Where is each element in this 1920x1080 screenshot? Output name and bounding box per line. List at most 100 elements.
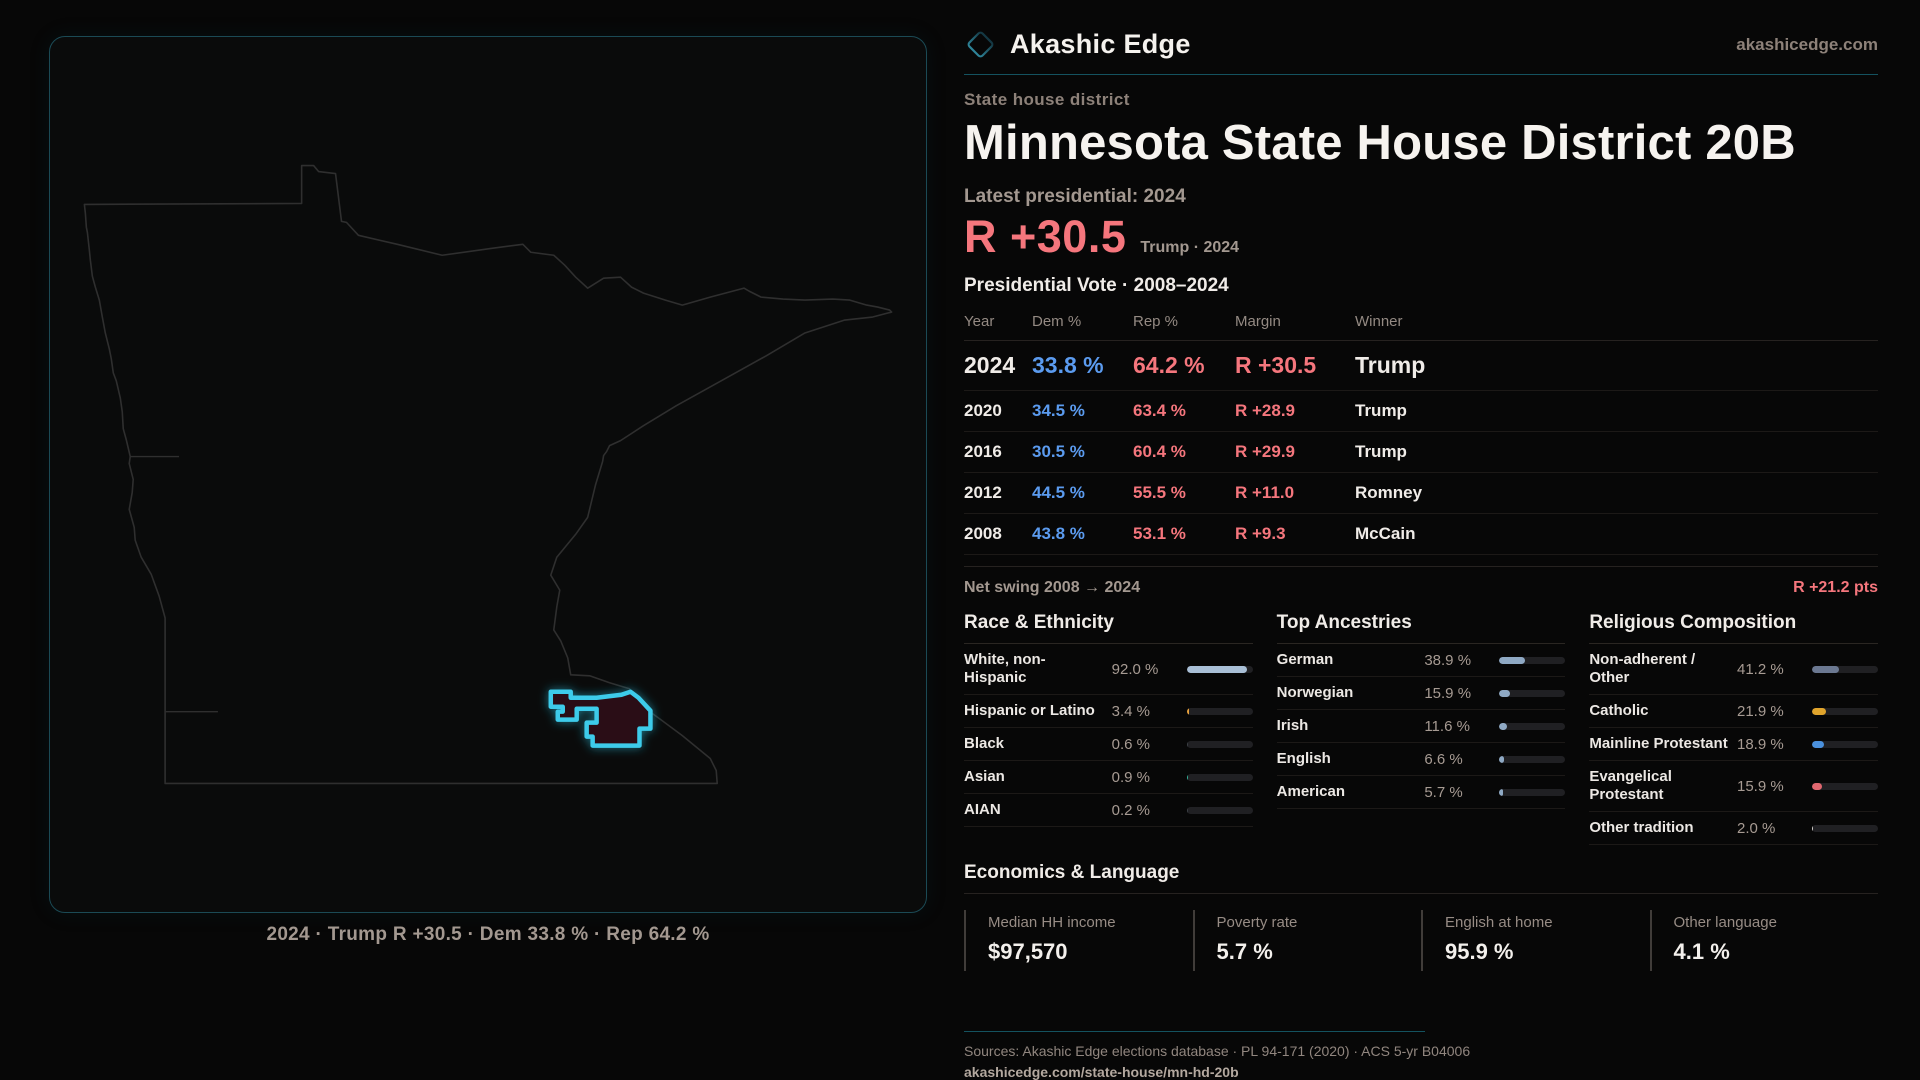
- dem-cell: 33.8 %: [1032, 352, 1104, 378]
- item-label: Evangelical Protestant: [1589, 768, 1672, 803]
- margin-cell: R +9.3: [1235, 524, 1286, 543]
- list-item: Norwegian 15.9 %: [1276, 677, 1566, 710]
- stat-label: Other language: [1673, 914, 1777, 931]
- table-row: 2008 43.8 % 53.1 % R +9.3 McCain: [964, 514, 1878, 555]
- dem-cell: 43.8 %: [1032, 524, 1085, 543]
- bar-track: [1499, 788, 1566, 796]
- bar-track: [1186, 707, 1253, 715]
- report-url-link[interactable]: akashicedge.com/state-house/mn-hd-20b: [964, 1064, 1239, 1080]
- stat-poverty-rate: Poverty rate 5.7 %: [1192, 910, 1422, 971]
- margin-cell: R +28.9: [1235, 401, 1296, 420]
- stat-label: English at home: [1445, 914, 1553, 931]
- item-label: Catholic: [1589, 702, 1649, 719]
- item-value: 5.7 %: [1424, 783, 1463, 801]
- bar-fill: [1499, 656, 1525, 664]
- margin-cell: R +11.0: [1235, 483, 1295, 502]
- stat-english-at-home: English at home 95.9 %: [1421, 910, 1650, 971]
- net-swing-label: Net swing 2008 → 2024: [964, 579, 1141, 596]
- bar-track: [1499, 722, 1566, 730]
- district-report: Akashic Edge akashicedge.com State house…: [964, 28, 1878, 1080]
- list-item: Black 0.6 %: [964, 728, 1253, 761]
- district-type-eyebrow: State house district: [964, 90, 1130, 109]
- list-item: Asian 0.9 %: [964, 761, 1253, 794]
- item-label: Irish: [1276, 717, 1309, 734]
- bar-fill: [1499, 722, 1507, 730]
- stat-median-income: Median HH income $97,570: [964, 910, 1193, 971]
- winner-cell: Trump: [1355, 401, 1407, 420]
- dem-cell: 44.5 %: [1032, 483, 1085, 502]
- item-label: AIAN: [964, 801, 1001, 818]
- item-label: Other tradition: [1589, 819, 1694, 836]
- col-year: Year: [964, 313, 995, 330]
- race-ethnicity-column: Race & Ethnicity White, non-Hispanic 92.…: [964, 612, 1253, 845]
- item-value: 15.9 %: [1424, 684, 1472, 702]
- map-caption: 2024 · Trump R +30.5 · Dem 33.8 % · Rep …: [266, 924, 710, 945]
- list-item: Irish 11.6 %: [1276, 710, 1566, 743]
- presidential-vote-table: Year Dem % Rep % Margin Winner 2024 33.8…: [964, 304, 1878, 567]
- brand-domain-link[interactable]: akashicedge.com: [1736, 34, 1878, 54]
- bar-fill: [1186, 740, 1188, 748]
- economics-title: Economics & Language: [964, 862, 1878, 894]
- column-title: Race & Ethnicity: [964, 612, 1253, 644]
- item-value: 2.0 %: [1736, 819, 1776, 837]
- winner-cell: Trump: [1355, 442, 1407, 461]
- item-value: 41.2 %: [1736, 660, 1784, 678]
- list-item: White, non-Hispanic 92.0 %: [964, 644, 1253, 695]
- item-value: 0.2 %: [1111, 801, 1151, 819]
- item-label: German: [1276, 651, 1334, 668]
- minnesota-state-outline: [83, 164, 893, 785]
- col-rep: Rep %: [1133, 313, 1179, 330]
- item-label: Norwegian: [1276, 684, 1354, 701]
- dem-cell: 34.5 %: [1032, 401, 1085, 420]
- col-dem: Dem %: [1032, 313, 1082, 330]
- diamond-logo-icon: [967, 31, 994, 58]
- table-row: 2024 33.8 % 64.2 % R +30.5 Trump: [964, 341, 1878, 391]
- item-value: 18.9 %: [1736, 735, 1784, 753]
- year-cell: 2020: [964, 401, 1002, 420]
- footer-divider: [964, 1031, 1425, 1032]
- item-label: Mainline Protestant: [1589, 735, 1728, 752]
- bar-track: [1499, 689, 1566, 697]
- bar-fill: [1499, 755, 1504, 763]
- bar-track: [1186, 773, 1253, 781]
- year-cell: 2016: [964, 442, 1002, 461]
- table-header-row: Year Dem % Rep % Margin Winner: [964, 304, 1878, 341]
- net-swing-value: R +21.2 pts: [1793, 579, 1878, 596]
- year-cell: 2012: [964, 483, 1002, 502]
- year-cell: 2024: [964, 352, 1016, 378]
- table-row: 2020 34.5 % 63.4 % R +28.9 Trump: [964, 391, 1878, 432]
- county-boundary-artifacts: [130, 455, 218, 713]
- winner-cell: McCain: [1355, 524, 1416, 543]
- stat-label: Median HH income: [988, 914, 1116, 931]
- bar-track: [1499, 755, 1566, 763]
- brand-header: Akashic Edge akashicedge.com: [964, 28, 1878, 75]
- district-map-panel: [49, 36, 927, 913]
- bar-track: [1186, 806, 1253, 814]
- col-winner: Winner: [1355, 313, 1403, 330]
- item-label: White, non-Hispanic: [964, 651, 1046, 686]
- stat-other-language: Other language 4.1 %: [1649, 910, 1879, 971]
- winner-cell: Trump: [1355, 352, 1426, 378]
- item-value: 0.6 %: [1111, 735, 1151, 753]
- table-end-divider: [964, 566, 1878, 567]
- sources-text: Sources: Akashic Edge elections database…: [964, 1043, 1471, 1059]
- bar-fill: [1499, 689, 1510, 697]
- bar-track: [1811, 707, 1878, 715]
- margin-cell: R +29.9: [1235, 442, 1296, 461]
- list-item: AIAN 0.2 %: [964, 794, 1253, 827]
- list-item: German 38.9 %: [1276, 644, 1566, 677]
- item-value: 0.9 %: [1111, 768, 1151, 786]
- headline-margin: R +30.5 Trump · 2024: [964, 211, 1878, 263]
- col-margin: Margin: [1235, 313, 1281, 330]
- item-value: 3.4 %: [1111, 702, 1151, 720]
- item-value: 15.9 %: [1736, 777, 1784, 795]
- minnesota-map: [83, 164, 893, 785]
- page-title: Minnesota State House District 20B: [964, 116, 1796, 170]
- item-label: Asian: [964, 768, 1005, 785]
- vote-table-title: Presidential Vote · 2008–2024: [964, 275, 1229, 296]
- ancestries-column: Top Ancestries German 38.9 % Norwegian 1…: [1276, 612, 1566, 845]
- bar-track: [1811, 782, 1878, 790]
- list-item: American 5.7 %: [1276, 776, 1566, 809]
- list-item: English 6.6 %: [1276, 743, 1566, 776]
- bar-fill: [1186, 665, 1248, 673]
